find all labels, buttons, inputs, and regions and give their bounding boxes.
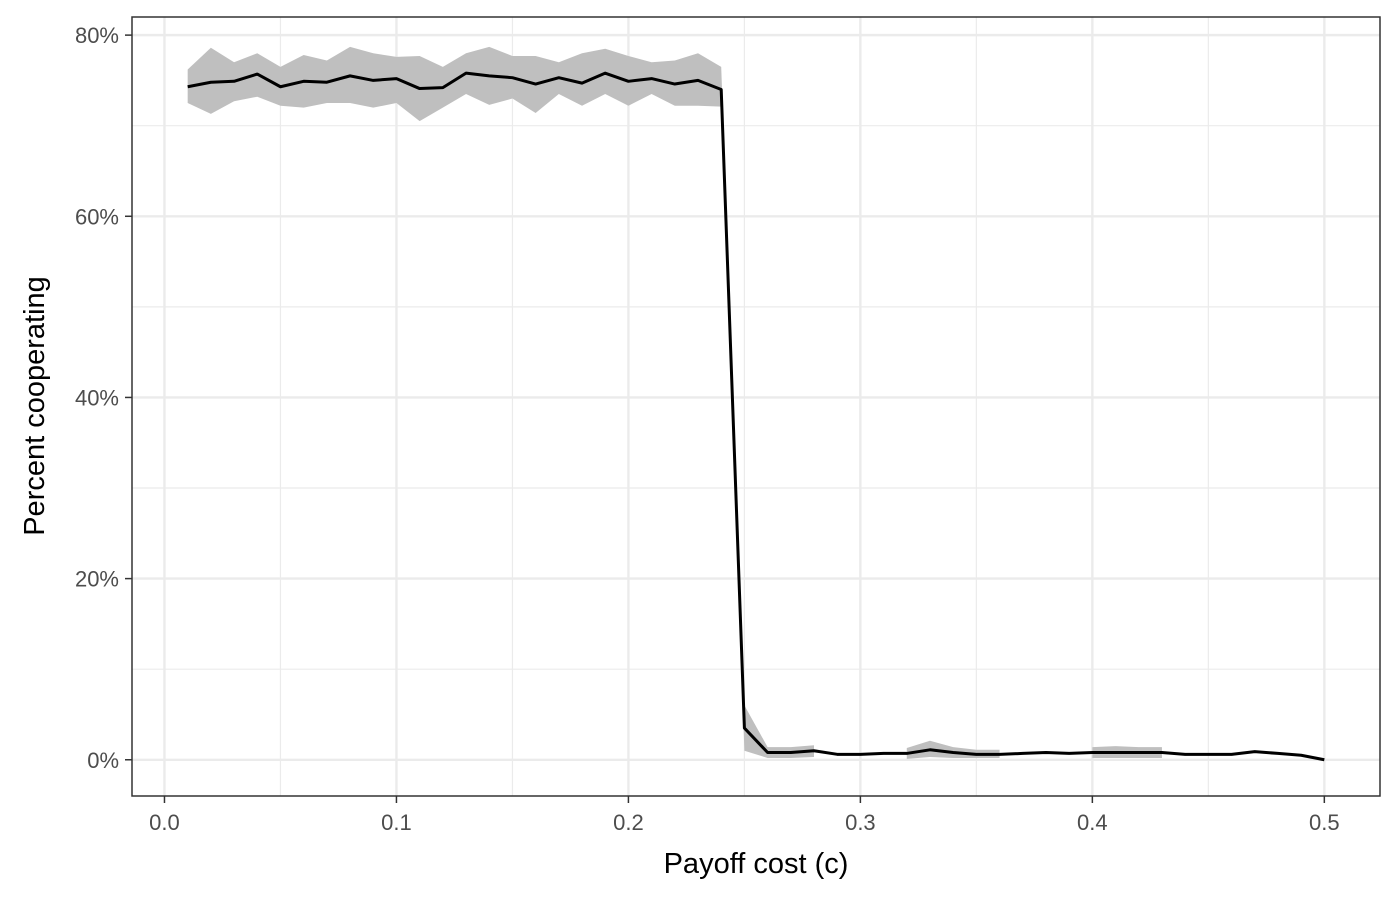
x-tick-label: 0.4 xyxy=(1077,810,1108,835)
x-tick-label: 0.1 xyxy=(381,810,412,835)
x-tick-label: 0.2 xyxy=(613,810,644,835)
y-axis-ticks: 0% 20% 40% 60% 80% xyxy=(75,23,132,773)
y-tick-label: 0% xyxy=(87,748,119,773)
x-tick-label: 0.5 xyxy=(1309,810,1340,835)
minor-gridlines xyxy=(132,17,1380,796)
y-axis-title: Percent cooperating xyxy=(19,276,51,536)
x-tick-label: 0.0 xyxy=(149,810,180,835)
y-tick-label: 20% xyxy=(75,567,119,592)
x-axis-title: Payoff cost (c) xyxy=(664,848,849,880)
x-axis-ticks: 0.0 0.1 0.2 0.3 0.4 0.5 xyxy=(149,796,1340,835)
major-gridlines xyxy=(132,17,1380,796)
panel-background xyxy=(132,17,1380,796)
y-tick-label: 40% xyxy=(75,385,119,410)
panel-border xyxy=(131,16,1381,797)
y-tick-label: 80% xyxy=(75,23,119,48)
x-tick-label: 0.3 xyxy=(845,810,876,835)
y-tick-label: 60% xyxy=(75,204,119,229)
series-line xyxy=(187,71,1325,762)
